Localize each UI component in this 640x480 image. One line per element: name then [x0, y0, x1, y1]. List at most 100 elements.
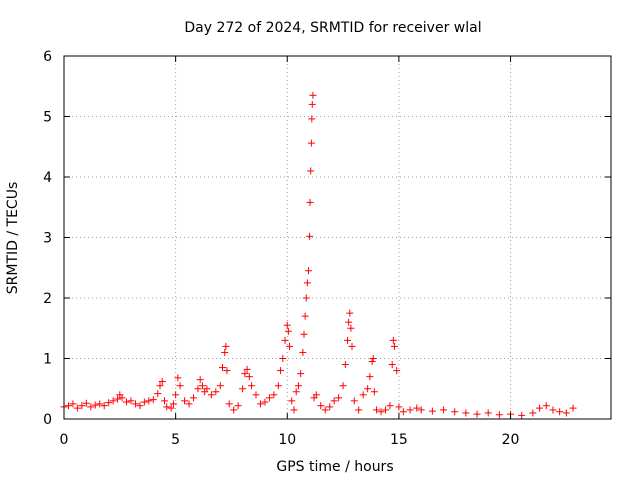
data-point — [140, 398, 148, 406]
data-point — [307, 167, 315, 175]
data-point — [382, 406, 390, 414]
data-point — [359, 391, 367, 399]
data-point — [339, 382, 347, 390]
data-point — [216, 382, 224, 390]
data-point — [345, 318, 353, 326]
data-point — [346, 309, 354, 317]
data-point — [390, 342, 398, 350]
data-point — [303, 279, 311, 287]
data-point — [395, 403, 403, 411]
data-point — [350, 397, 358, 405]
chart-title: Day 272 of 2024, SRMTID for receiver wla… — [184, 20, 481, 36]
data-point — [158, 377, 166, 385]
data-point — [389, 336, 397, 344]
data-point — [308, 100, 316, 108]
y-tick-label: 3 — [43, 231, 52, 247]
data-point — [118, 394, 126, 402]
data-point — [417, 406, 425, 414]
data-point — [326, 403, 334, 411]
data-point — [105, 399, 113, 407]
data-point — [484, 409, 492, 417]
data-point — [167, 404, 175, 412]
data-point — [274, 382, 282, 390]
data-point — [169, 400, 177, 408]
data-point — [163, 403, 171, 411]
data-point — [225, 400, 233, 408]
y-axis-label: SRMTID / TECUs — [5, 182, 21, 295]
data-point — [245, 373, 253, 381]
data-point — [495, 411, 503, 419]
data-point — [399, 408, 407, 416]
data-point — [304, 267, 312, 275]
data-point — [386, 402, 394, 410]
data-point — [284, 327, 292, 335]
data-point — [64, 402, 72, 410]
data-point — [406, 406, 414, 414]
data-point — [393, 367, 401, 375]
data-point — [256, 400, 264, 408]
data-point — [373, 406, 381, 414]
data-point — [241, 370, 249, 378]
data-point — [248, 382, 256, 390]
data-point — [364, 385, 372, 393]
data-points — [60, 91, 577, 419]
data-point — [239, 385, 247, 393]
y-tick-label: 6 — [43, 49, 52, 65]
data-point — [185, 400, 193, 408]
data-point — [299, 348, 307, 356]
data-point — [277, 367, 285, 375]
data-point — [307, 139, 315, 147]
data-point — [281, 336, 289, 344]
data-point — [203, 385, 211, 393]
data-point — [154, 390, 162, 398]
data-point — [317, 402, 325, 410]
data-point — [279, 355, 287, 362]
data-point — [270, 391, 278, 399]
x-axis-label: GPS time / hours — [276, 459, 393, 475]
data-point — [123, 398, 131, 406]
data-point — [222, 342, 230, 350]
data-point — [366, 373, 374, 381]
data-point — [149, 396, 157, 404]
data-point — [529, 409, 537, 417]
data-point — [198, 382, 206, 390]
data-point — [160, 397, 168, 405]
data-point — [145, 397, 153, 405]
data-point — [131, 400, 139, 408]
y-tick-label: 1 — [43, 352, 52, 368]
data-point — [368, 358, 376, 366]
data-point — [243, 365, 251, 373]
data-point — [78, 402, 86, 410]
data-point — [335, 394, 343, 402]
data-point — [347, 324, 355, 332]
data-point — [91, 401, 99, 409]
x-tick-label: 0 — [60, 432, 69, 448]
data-point — [556, 408, 564, 416]
grid-lines — [64, 56, 611, 419]
y-tick-label: 2 — [43, 291, 52, 307]
data-point — [451, 408, 459, 416]
data-point — [297, 370, 305, 378]
data-point — [181, 397, 189, 405]
data-point — [462, 409, 470, 417]
data-point — [96, 400, 104, 408]
data-point — [542, 402, 550, 410]
data-point — [370, 388, 378, 396]
data-point — [176, 382, 184, 390]
tick-labels: 0 1 2 3 4 5 6 0 5 10 15 20 — [43, 49, 519, 448]
data-point — [174, 374, 182, 382]
data-point — [562, 409, 570, 417]
data-point — [348, 342, 356, 350]
data-point — [330, 397, 338, 405]
data-point — [207, 391, 215, 399]
data-point — [473, 410, 481, 418]
y-tick-label: 5 — [43, 110, 52, 126]
data-point — [212, 388, 220, 396]
data-point — [302, 294, 310, 302]
data-point — [109, 397, 117, 405]
data-point — [321, 406, 329, 414]
data-point — [172, 391, 180, 399]
data-point — [569, 404, 577, 412]
y-tick-label: 0 — [43, 412, 52, 428]
data-point — [301, 312, 309, 320]
